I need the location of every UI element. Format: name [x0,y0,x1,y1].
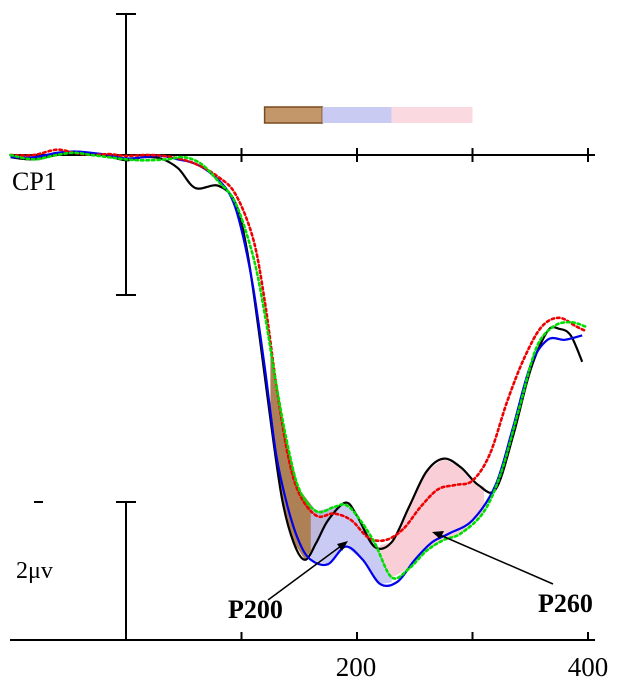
shaded-region-2 [310,504,392,584]
analysis-window-1 [263,106,324,124]
erp-waveforms [9,148,587,588]
channel-label: CP1 [12,167,57,196]
annotation-arrows [267,531,554,601]
x-tick-label-200: 200 [336,652,377,682]
analysis-windows [263,106,473,124]
waveform-red [9,148,587,543]
p200-arrow-line [267,545,342,601]
x-tick-label-400: 400 [568,652,609,682]
waveform-green [9,151,587,580]
x-ticks-bottom [125,632,589,640]
shaded-region-3 [380,459,485,578]
p260-label: P260 [538,589,593,618]
analysis-window-2 [322,107,392,123]
p260-arrow-head [432,531,444,539]
p200-label: P200 [228,595,283,624]
p260-arrow-line [439,534,554,585]
scale-label: 2μv [16,558,53,584]
analysis-window-3 [391,107,473,123]
p200-arrow-head [337,541,348,551]
